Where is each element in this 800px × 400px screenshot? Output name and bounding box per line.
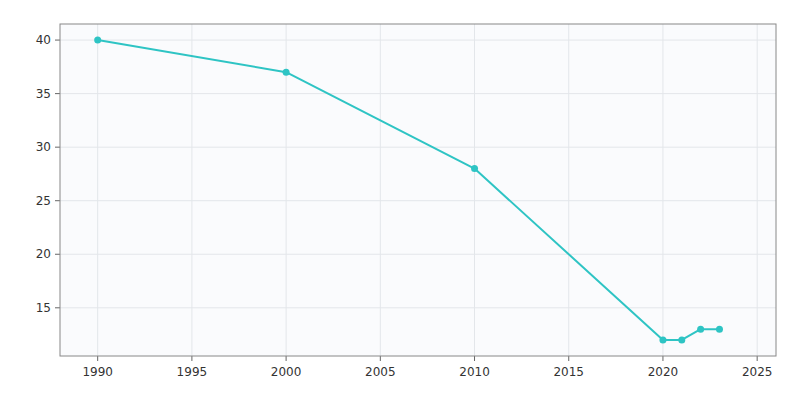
x-tick: [286, 356, 287, 361]
y-tick: [55, 93, 60, 94]
y-tick-label: 15: [36, 301, 51, 315]
y-tick-label: 25: [36, 194, 51, 208]
x-tick: [757, 356, 758, 361]
x-tick-label: 2010: [459, 365, 490, 379]
point: [659, 336, 666, 343]
x-tick-label: 2025: [742, 365, 773, 379]
x-tick: [97, 356, 98, 361]
x-tick-label: 1995: [177, 365, 208, 379]
x-grid-line: [191, 24, 192, 356]
chart: 1990199520002005201020152020202515202530…: [0, 0, 800, 400]
x-grid-line: [662, 24, 663, 356]
x-tick: [380, 356, 381, 361]
line: [98, 40, 720, 340]
point: [283, 69, 290, 76]
y-tick: [55, 254, 60, 255]
point: [94, 37, 101, 44]
y-tick-label: 35: [36, 87, 51, 101]
y-tick-label: 20: [36, 247, 51, 261]
y-grid-line: [60, 147, 776, 148]
x-tick: [191, 356, 192, 361]
point: [678, 336, 685, 343]
x-grid-line: [568, 24, 569, 356]
y-tick-label: 30: [36, 140, 51, 154]
x-tick: [662, 356, 663, 361]
point: [471, 165, 478, 172]
y-tick: [55, 307, 60, 308]
y-grid-line: [60, 254, 776, 255]
x-tick-label: 1990: [82, 365, 113, 379]
plot-area: [60, 24, 776, 356]
y-tick: [55, 40, 60, 41]
x-tick: [474, 356, 475, 361]
y-grid-line: [60, 200, 776, 201]
x-grid-line: [474, 24, 475, 356]
x-tick-label: 2020: [648, 365, 679, 379]
grid: [60, 24, 776, 356]
y-tick-label: 40: [36, 33, 51, 47]
x-grid-line: [97, 24, 98, 356]
x-tick-label: 2015: [553, 365, 584, 379]
point: [716, 326, 723, 333]
x-tick-label: 2000: [271, 365, 302, 379]
x-tick: [568, 356, 569, 361]
x-grid-line: [380, 24, 381, 356]
x-tick-label: 2005: [365, 365, 396, 379]
point: [697, 326, 704, 333]
y-tick: [55, 200, 60, 201]
plot-frame: [60, 24, 776, 356]
series: [94, 37, 723, 344]
x-grid-line: [757, 24, 758, 356]
y-grid-line: [60, 40, 776, 41]
y-tick: [55, 147, 60, 148]
y-grid-line: [60, 93, 776, 94]
axes: 1990199520002005201020152020202515202530…: [36, 33, 773, 379]
y-grid-line: [60, 307, 776, 308]
